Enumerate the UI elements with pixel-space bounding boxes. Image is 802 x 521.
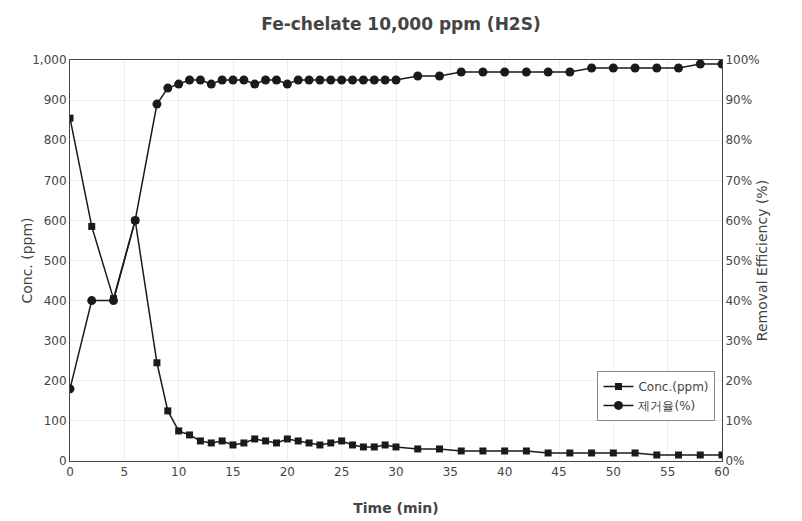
svg-text:30%: 30% [725, 334, 752, 348]
svg-text:60: 60 [714, 465, 729, 479]
svg-text:10%: 10% [725, 414, 752, 428]
svg-text:300: 300 [44, 334, 67, 348]
svg-text:Conc. (ppm): Conc. (ppm) [19, 217, 35, 303]
svg-text:700: 700 [44, 174, 67, 188]
svg-text:제거율(%): 제거율(%) [638, 399, 695, 413]
svg-text:Removal Efficiency (%): Removal Efficiency (%) [754, 180, 770, 341]
svg-text:50: 50 [606, 465, 621, 479]
svg-text:50%: 50% [725, 254, 752, 268]
svg-text:30: 30 [388, 465, 403, 479]
svg-text:600: 600 [44, 214, 67, 228]
svg-text:Time (min): Time (min) [353, 500, 438, 516]
svg-text:0%: 0% [725, 454, 744, 468]
svg-text:0: 0 [66, 465, 74, 479]
svg-text:Conc.(ppm): Conc.(ppm) [638, 380, 708, 394]
svg-text:70%: 70% [725, 174, 752, 188]
svg-text:80%: 80% [725, 133, 752, 147]
svg-text:900: 900 [44, 93, 67, 107]
svg-text:40: 40 [497, 465, 512, 479]
svg-text:40%: 40% [725, 294, 752, 308]
svg-text:800: 800 [44, 133, 67, 147]
svg-text:200: 200 [44, 374, 67, 388]
svg-text:25: 25 [334, 465, 349, 479]
svg-text:400: 400 [44, 294, 67, 308]
svg-text:100: 100 [44, 414, 67, 428]
svg-text:1,000: 1,000 [32, 53, 66, 67]
svg-text:15: 15 [225, 465, 240, 479]
svg-text:0: 0 [59, 454, 67, 468]
svg-text:100%: 100% [725, 53, 759, 67]
svg-text:45: 45 [551, 465, 566, 479]
svg-text:Fe-chelate 10,000 ppm (H2S): Fe-chelate 10,000 ppm (H2S) [261, 14, 540, 34]
svg-text:5: 5 [121, 465, 129, 479]
svg-text:60%: 60% [725, 214, 752, 228]
svg-text:90%: 90% [725, 93, 752, 107]
svg-text:500: 500 [44, 254, 67, 268]
svg-text:20: 20 [280, 465, 295, 479]
svg-text:35: 35 [443, 465, 458, 479]
svg-text:20%: 20% [725, 374, 752, 388]
svg-text:55: 55 [660, 465, 675, 479]
svg-text:10: 10 [171, 465, 186, 479]
